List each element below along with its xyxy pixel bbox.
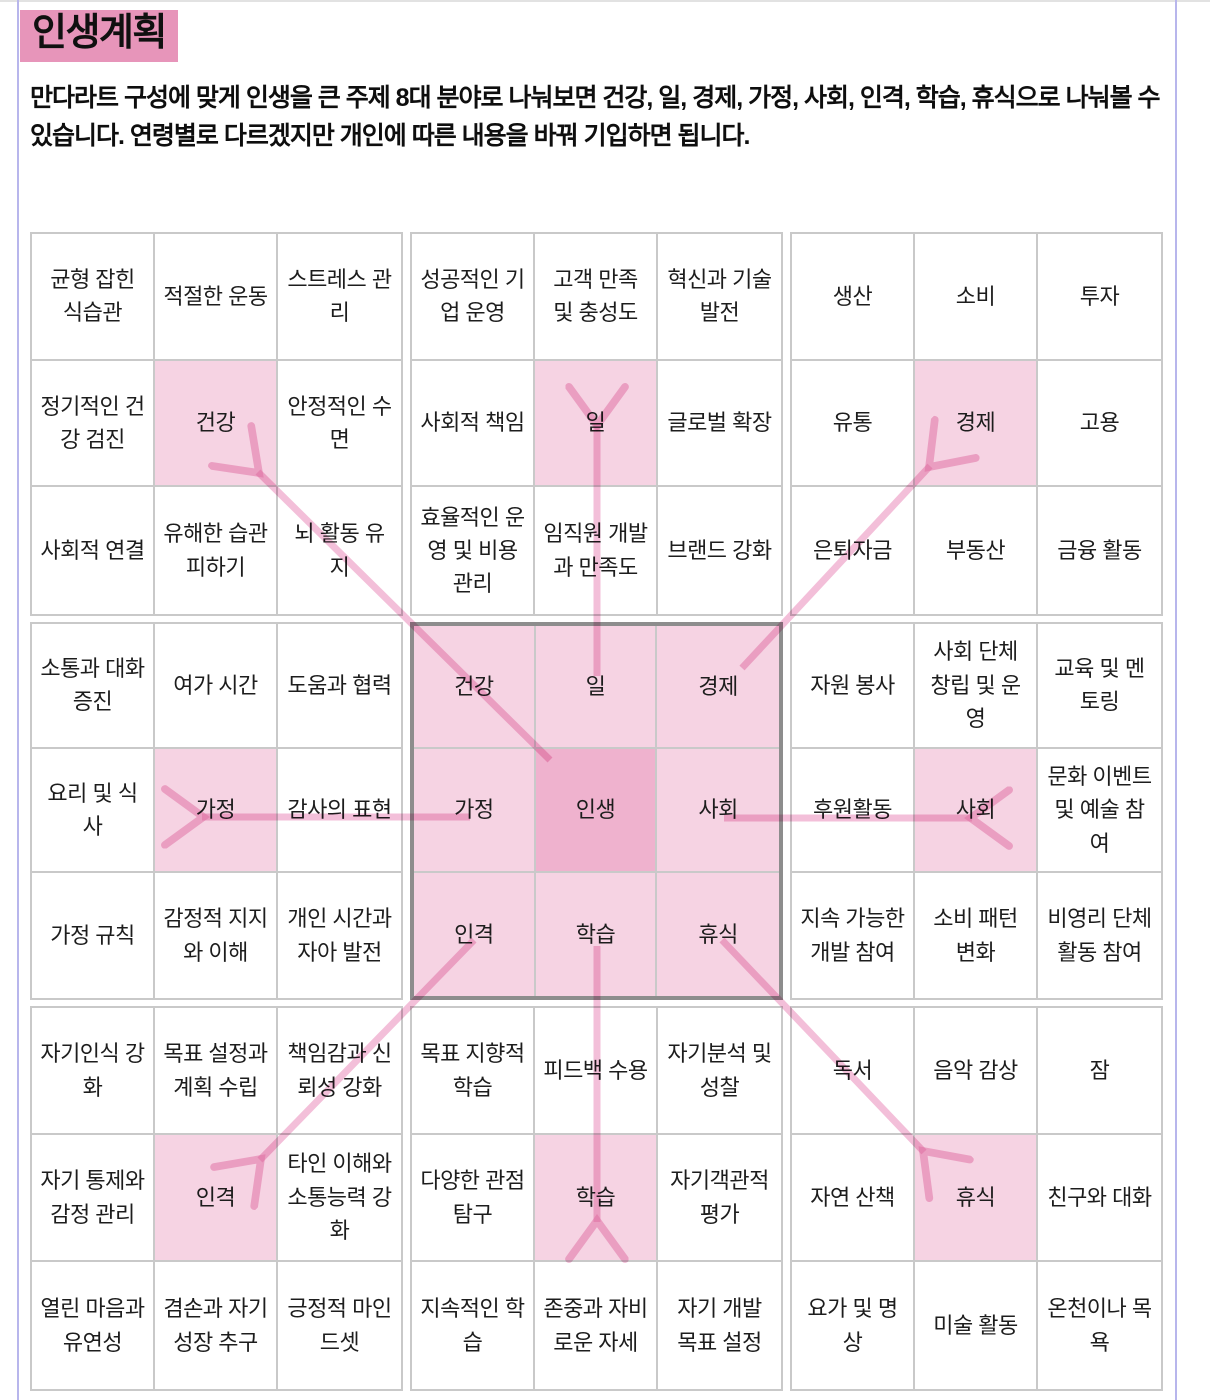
- life-cell-2: 경제: [657, 626, 779, 750]
- society-cell-4-theme: 사회: [915, 748, 1038, 874]
- life-cell-8: 휴식: [657, 872, 779, 996]
- economy-cell-5: 고용: [1038, 360, 1161, 488]
- health-cell-8: 뇌 활동 유지: [278, 487, 401, 614]
- society-cell-7: 소비 패턴 변화: [915, 873, 1038, 998]
- character-cell-6: 열린 마음과 유연성: [32, 1262, 155, 1389]
- rest-cell-4-theme: 휴식: [915, 1135, 1038, 1262]
- life-cell-5: 사회: [657, 749, 779, 873]
- rest-cell-7: 미술 활동: [915, 1262, 1038, 1389]
- rest-cell-1: 음악 감상: [915, 1008, 1038, 1135]
- economy-cell-6: 은퇴자금: [792, 487, 915, 614]
- character-cell-2: 책임감과 신뢰성 강화: [278, 1008, 401, 1135]
- rest-cell-0: 독서: [792, 1008, 915, 1135]
- health-cell-2: 스트레스 관리: [278, 234, 401, 361]
- family-cell-1: 여가 시간: [155, 624, 278, 749]
- family-cell-3: 요리 및 식사: [32, 748, 155, 874]
- economy-cell-8: 금융 활동: [1038, 487, 1161, 614]
- family-cell-8: 개인 시간과 자아 발전: [278, 873, 401, 998]
- learning-cell-8: 자기 개발 목표 설정: [658, 1262, 781, 1389]
- intro-paragraph: 만다라트 구성에 맞게 인생을 큰 주제 8대 분야로 나눠보면 건강, 일, …: [30, 84, 1161, 150]
- family-cell-6: 가정 규칙: [32, 873, 155, 998]
- society-cell-8: 비영리 단체 활동 참여: [1038, 873, 1161, 998]
- society-cell-6: 지속 가능한 개발 참여: [792, 873, 915, 998]
- economy-cell-2: 투자: [1038, 234, 1161, 361]
- health-cell-4-theme: 건강: [155, 360, 278, 488]
- health-cell-1: 적절한 운동: [155, 234, 278, 361]
- economy-cell-3: 유통: [792, 360, 915, 488]
- character-cell-4-theme: 인격: [155, 1135, 278, 1262]
- character-cell-0: 자기인식 강화: [32, 1008, 155, 1135]
- rest-cell-8: 온천이나 목욕: [1038, 1262, 1161, 1389]
- life-cell-7: 학습: [535, 872, 658, 996]
- family-cell-4-theme: 가정: [155, 748, 278, 874]
- life-cell-1: 일: [535, 626, 658, 750]
- health-cell-3: 정기적인 건강 검진: [32, 360, 155, 488]
- life-cell-0: 건강: [414, 626, 536, 750]
- page-title: 인생계획: [20, 10, 178, 62]
- health-cell-7: 유해한 습관 피하기: [155, 487, 278, 614]
- work-cell-4-theme: 일: [535, 360, 658, 488]
- rest-cell-5: 친구와 대화: [1038, 1135, 1161, 1262]
- economy-cell-1: 소비: [915, 234, 1038, 361]
- rest-cell-2: 잠: [1038, 1008, 1161, 1135]
- life-cell-3: 가정: [414, 749, 536, 873]
- life-cell-6: 인격: [414, 872, 536, 996]
- page-edge-left: [17, 0, 19, 1400]
- society-cell-2: 교육 및 멘토링: [1038, 624, 1161, 749]
- character-cell-1: 목표 설정과 계획 수립: [155, 1008, 278, 1135]
- economy-cell-7: 부동산: [915, 487, 1038, 614]
- health-cell-6: 사회적 연결: [32, 487, 155, 614]
- society-cell-1: 사회 단체 창립 및 운영: [915, 624, 1038, 749]
- work-cell-2: 혁신과 기술 발전: [658, 234, 781, 361]
- economy-cell-0: 생산: [792, 234, 915, 361]
- society-cell-3: 후원활동: [792, 748, 915, 874]
- learning-cell-7: 존중과 자비로운 자세: [535, 1262, 658, 1389]
- family-cell-2: 도움과 협력: [278, 624, 401, 749]
- learning-cell-6: 지속적인 학습: [412, 1262, 535, 1389]
- work-cell-8: 브랜드 강화: [658, 487, 781, 614]
- learning-cell-2: 자기분석 및 성찰: [658, 1008, 781, 1135]
- character-cell-8: 긍정적 마인드셋: [278, 1262, 401, 1389]
- life-cell-4-theme: 인생: [535, 749, 658, 873]
- work-cell-5: 글로벌 확장: [658, 360, 781, 488]
- character-cell-5: 타인 이해와 소통능력 강화: [278, 1135, 401, 1262]
- health-cell-0: 균형 잡힌 식습관: [32, 234, 155, 361]
- society-cell-0: 자원 봉사: [792, 624, 915, 749]
- society-cell-5: 문화 이벤트 및 예술 참여: [1038, 748, 1161, 874]
- character-cell-7: 겸손과 자기 성장 추구: [155, 1262, 278, 1389]
- mandalart-grid: 균형 잡힌 식습관 적절한 운동 스트레스 관리 정기적인 건강 검진 건강 안정적인 수…: [30, 232, 1163, 1391]
- family-cell-0: 소통과 대화 증진: [32, 624, 155, 749]
- learning-cell-3: 다양한 관점 탐구: [412, 1135, 535, 1262]
- family-cell-5: 감사의 표현: [278, 748, 401, 874]
- work-cell-7: 임직원 개발과 만족도: [535, 487, 658, 614]
- learning-cell-5: 자기객관적 평가: [658, 1135, 781, 1262]
- rest-cell-6: 요가 및 명상: [792, 1262, 915, 1389]
- top-hairline: [0, 0, 1210, 2]
- rest-cell-3: 자연 산책: [792, 1135, 915, 1262]
- learning-cell-4-theme: 학습: [535, 1135, 658, 1262]
- family-cell-7: 감정적 지지와 이해: [155, 873, 278, 998]
- learning-cell-1: 피드백 수용: [535, 1008, 658, 1135]
- health-cell-5: 안정적인 수면: [278, 360, 401, 488]
- economy-cell-4-theme: 경제: [915, 360, 1038, 488]
- page-edge-right: [1175, 0, 1177, 1400]
- work-cell-6: 효율적인 운영 및 비용 관리: [412, 487, 535, 614]
- work-cell-1: 고객 만족 및 충성도: [535, 234, 658, 361]
- character-cell-3: 자기 통제와 감정 관리: [32, 1135, 155, 1262]
- work-cell-3: 사회적 책임: [412, 360, 535, 488]
- work-cell-0: 성공적인 기업 운영: [412, 234, 535, 361]
- learning-cell-0: 목표 지향적 학습: [412, 1008, 535, 1135]
